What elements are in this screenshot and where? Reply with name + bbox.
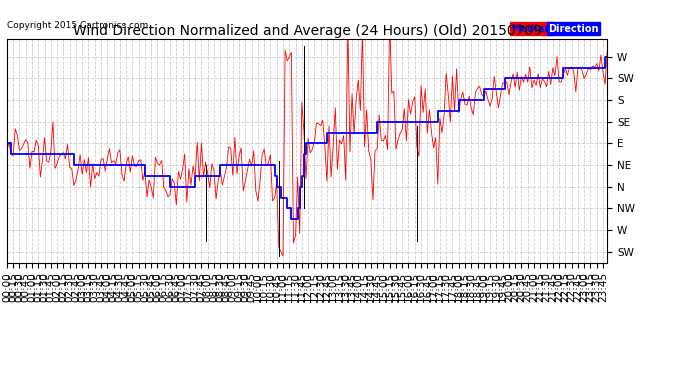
- Text: Direction: Direction: [549, 24, 599, 34]
- Text: Copyright 2015 Cartronics.com: Copyright 2015 Cartronics.com: [7, 21, 148, 30]
- Title: Wind Direction Normalized and Average (24 Hours) (Old) 20150709: Wind Direction Normalized and Average (2…: [72, 24, 542, 38]
- Text: Median: Median: [511, 24, 551, 34]
